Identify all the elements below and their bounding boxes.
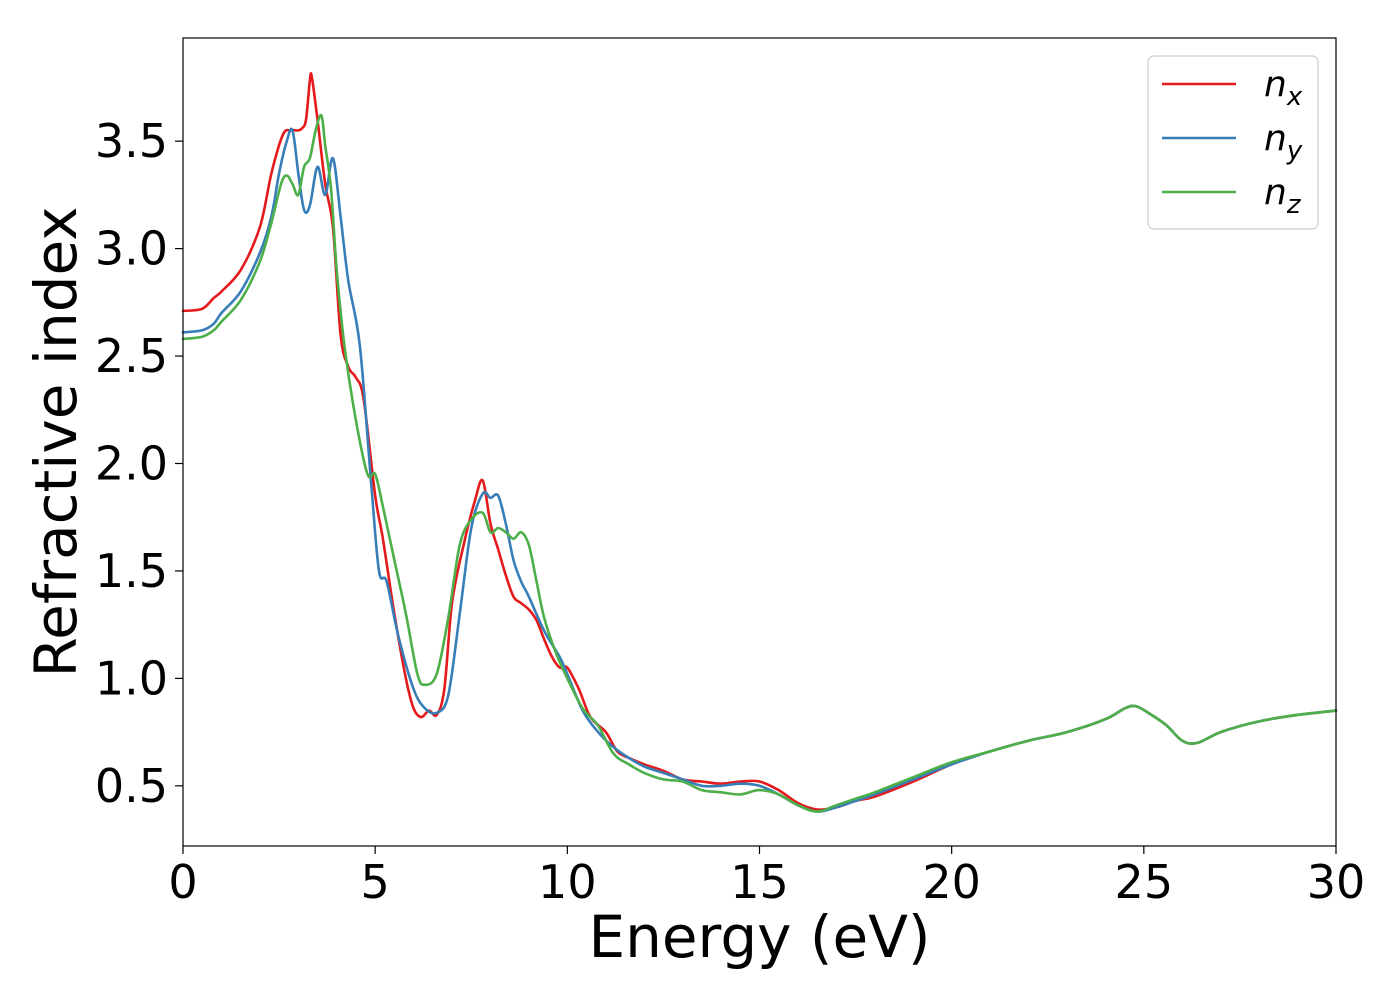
x-axis-label: Energy (eV) bbox=[588, 903, 930, 971]
legend-label-n-y: ny bbox=[1264, 118, 1303, 166]
legend-label-base: n bbox=[1264, 64, 1287, 105]
y-axis-label: Refractive index bbox=[22, 206, 90, 677]
y-tick-label: 2.0 bbox=[95, 436, 168, 490]
x-axis: 0 5 10 15 20 25 30 bbox=[168, 846, 1365, 909]
legend-label-base: n bbox=[1264, 118, 1287, 159]
x-tick-label: 25 bbox=[1115, 855, 1174, 909]
legend-label-subscript: z bbox=[1286, 190, 1302, 220]
x-tick-label: 5 bbox=[361, 855, 390, 909]
x-tick-label: 15 bbox=[730, 855, 789, 909]
y-tick-label: 1.5 bbox=[95, 544, 168, 598]
x-tick-label: 30 bbox=[1307, 855, 1366, 909]
legend-label-subscript: y bbox=[1286, 136, 1303, 166]
x-tick-label: 0 bbox=[168, 855, 197, 909]
y-axis: 0.5 1.0 1.5 2.0 2.5 3.0 3.5 bbox=[95, 114, 183, 813]
legend-frame bbox=[1147, 55, 1319, 230]
y-tick-label: 0.5 bbox=[95, 759, 168, 813]
y-tick-label: 2.5 bbox=[95, 329, 168, 383]
y-tick-label: 3.5 bbox=[95, 114, 168, 168]
y-tick-label: 1.0 bbox=[95, 651, 168, 705]
x-tick-label: 20 bbox=[922, 855, 981, 909]
legend-label-subscript: x bbox=[1286, 82, 1303, 112]
x-tick-label: 10 bbox=[538, 855, 597, 909]
legend-label-n-z: nz bbox=[1264, 172, 1302, 220]
y-tick-label: 3.0 bbox=[95, 222, 168, 276]
series-layer bbox=[181, 72, 1338, 813]
legend-label-n-x: nx bbox=[1264, 64, 1303, 112]
legend-label-base: n bbox=[1264, 172, 1287, 213]
series-line-n-z bbox=[181, 113, 1338, 813]
